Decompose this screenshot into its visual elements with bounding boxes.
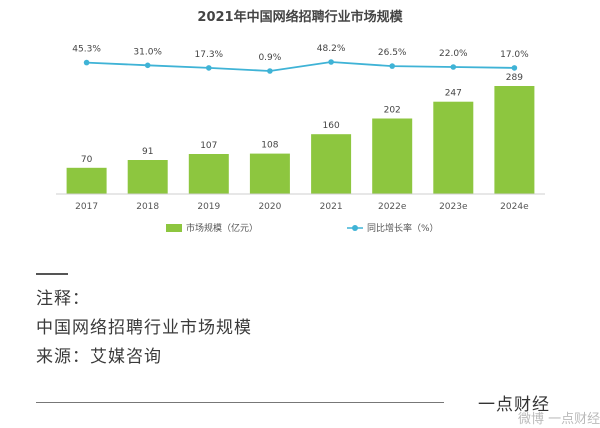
growth-point <box>511 65 518 71</box>
bar-value-label: 107 <box>200 141 217 151</box>
bar-value-label: 160 <box>323 121 340 131</box>
bar-value-label: 202 <box>384 106 401 116</box>
legend-bar-label: 市场规模（亿元） <box>186 222 258 234</box>
bar <box>311 134 352 194</box>
x-tick-label: 2017 <box>75 202 98 212</box>
legend-line-label: 同比增长率（%） <box>367 222 439 234</box>
growth-point <box>450 64 457 70</box>
x-tick-label: 2021 <box>320 202 343 212</box>
x-tick-label: 2024e <box>500 202 529 212</box>
growth-line <box>86 61 515 72</box>
bar-value-label: 247 <box>445 89 462 99</box>
legend-line-marker <box>352 225 358 231</box>
growth-point <box>206 65 212 71</box>
legend: 市场规模（亿元） 同比增长率（%） <box>166 222 439 234</box>
chart: 2021年中国网络招聘行业市场规模 70 91 107 108 160 202 247 289… <box>56 9 545 234</box>
growth-label: 31.0% <box>133 47 162 57</box>
x-tick-label: 2019 <box>197 202 220 212</box>
bar <box>249 153 290 194</box>
notes-source: 来源：艾媒咨询 <box>36 347 162 367</box>
bar <box>372 118 413 194</box>
legend-bar-swatch <box>166 224 182 232</box>
growth-point <box>83 59 90 66</box>
bar <box>127 160 168 194</box>
notes-heading: 注释： <box>36 289 90 309</box>
x-tick-label: 2018 <box>136 202 159 212</box>
x-tick-label: 2023e <box>439 202 468 212</box>
growth-point <box>389 63 396 69</box>
growth-label: 45.3% <box>72 45 101 55</box>
bar-value-label: 70 <box>81 155 93 165</box>
bar <box>433 101 474 194</box>
bar-value-label: 91 <box>142 147 153 157</box>
growth-label: 0.9% <box>258 53 281 63</box>
growth-label: 26.5% <box>378 48 407 58</box>
growth-label: 17.3% <box>195 50 224 60</box>
bar <box>494 86 535 194</box>
chart-title: 2021年中国网络招聘行业市场规模 <box>197 9 403 25</box>
growth-label: 17.0% <box>500 50 529 60</box>
x-tick-label: 2022e <box>378 202 407 212</box>
bar-value-label: 289 <box>506 73 523 83</box>
x-tick-label: 2020 <box>258 202 281 212</box>
notes: 注释： 中国网络招聘行业市场规模 来源：艾媒咨询 <box>36 285 252 372</box>
top-rule <box>36 273 68 275</box>
growth-point <box>267 68 273 74</box>
growth-point <box>144 62 151 69</box>
growth-label: 22.0% <box>439 49 468 59</box>
growth-label: 48.2% <box>317 44 346 54</box>
growth-point <box>328 59 334 65</box>
watermark: 微博 一点财经 <box>518 412 600 427</box>
notes-description: 中国网络招聘行业市场规模 <box>36 318 252 338</box>
bar <box>188 154 229 194</box>
credit: 一点财经 <box>478 395 550 415</box>
bar-value-label: 108 <box>261 141 278 151</box>
bottom-rule <box>36 402 444 403</box>
bar <box>66 167 107 194</box>
